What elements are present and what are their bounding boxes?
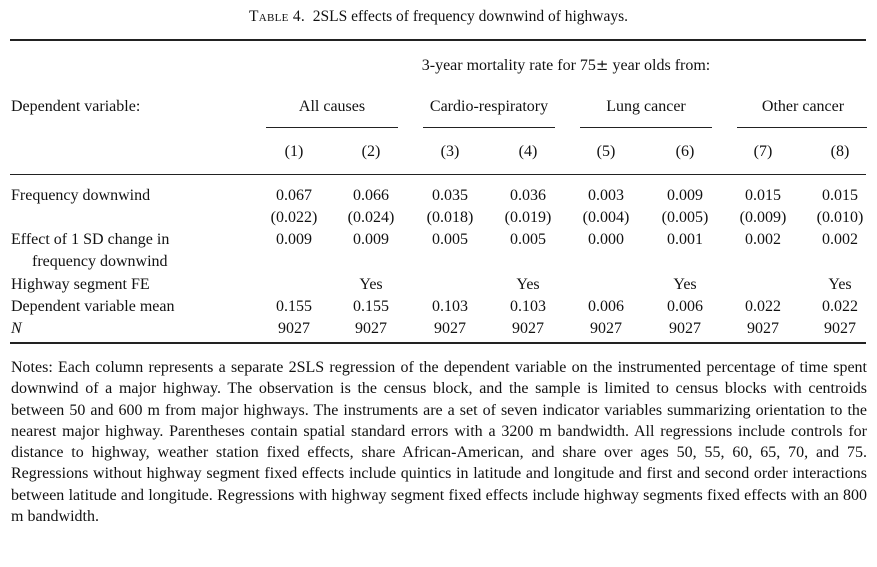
cell-frequency-downwind-se-2: (0.024) xyxy=(347,209,395,226)
column-number-4: (4) xyxy=(518,143,538,160)
cell-frequency-downwind-6: 0.009 xyxy=(667,187,703,204)
cell-effect-sd-2: 0.009 xyxy=(353,231,389,248)
cell-effect-sd-5: 0.000 xyxy=(588,231,624,248)
cell-n-6: 9027 xyxy=(669,320,701,337)
column-number-5: (5) xyxy=(596,143,616,160)
group-underline-cardio-respiratory xyxy=(423,127,555,128)
cell-dependent-variable-mean-8: 0.022 xyxy=(822,298,858,315)
column-number-8: (8) xyxy=(830,143,850,160)
row-label-effect-sd-continued: frequency downwind xyxy=(32,253,168,270)
spanner-prefix: 3-year mortality rate for 75 xyxy=(421,57,596,74)
cell-dependent-variable-mean-1: 0.155 xyxy=(276,298,312,315)
cell-frequency-downwind-se-6: (0.005) xyxy=(661,209,709,226)
cell-frequency-downwind-se-7: (0.009) xyxy=(739,209,787,226)
row-label-dependent-variable-mean: Dependent variable mean xyxy=(11,298,175,315)
cell-dependent-variable-mean-3: 0.103 xyxy=(432,298,468,315)
group-header-other-cancer: Other cancer xyxy=(761,98,845,115)
bottom-rule xyxy=(10,342,866,344)
table-number: Table 4. xyxy=(248,8,306,25)
cell-frequency-downwind-se-8: (0.010) xyxy=(816,209,864,226)
cell-frequency-downwind-7: 0.015 xyxy=(745,187,781,204)
cell-frequency-downwind-se-3: (0.018) xyxy=(426,209,474,226)
column-number-2: (2) xyxy=(361,143,381,160)
row-label-highway-segment-fe: Highway segment FE xyxy=(11,276,150,293)
group-underline-all-causes xyxy=(266,127,398,128)
table-notes: Notes: Each column represents a separate… xyxy=(11,359,867,526)
cell-effect-sd-6: 0.001 xyxy=(667,231,703,248)
cell-frequency-downwind-se-5: (0.004) xyxy=(582,209,630,226)
cell-n-7: 9027 xyxy=(747,320,779,337)
cell-effect-sd-3: 0.005 xyxy=(432,231,468,248)
cell-n-4: 9027 xyxy=(512,320,544,337)
stub-header: Dependent variable: xyxy=(11,98,141,115)
cell-dependent-variable-mean-7: 0.022 xyxy=(745,298,781,315)
spanner-suffix: year olds from: xyxy=(608,57,711,74)
group-header-cardio-respiratory: Cardio-respiratory xyxy=(429,98,549,115)
cell-frequency-downwind-4: 0.036 xyxy=(510,187,546,204)
cell-frequency-downwind-se-4: (0.019) xyxy=(504,209,552,226)
column-number-3: (3) xyxy=(440,143,460,160)
cell-effect-sd-1: 0.009 xyxy=(276,231,312,248)
table-title: 2SLS effects of frequency downwind of hi… xyxy=(312,8,629,25)
cell-frequency-downwind-5: 0.003 xyxy=(588,187,624,204)
cell-dependent-variable-mean-5: 0.006 xyxy=(588,298,624,315)
column-number-7: (7) xyxy=(753,143,773,160)
group-header-all-causes: All causes xyxy=(298,98,366,115)
cell-n-3: 9027 xyxy=(434,320,466,337)
plus-minus-symbol: ± xyxy=(595,56,609,74)
cell-frequency-downwind-2: 0.066 xyxy=(353,187,389,204)
row-label-n: N xyxy=(11,320,22,337)
group-underline-lung-cancer xyxy=(580,127,712,128)
group-header-lung-cancer: Lung cancer xyxy=(606,98,686,115)
column-number-6: (6) xyxy=(675,143,695,160)
cell-dependent-variable-mean-6: 0.006 xyxy=(667,298,703,315)
table-caption: Table 4. 2SLS effects of frequency downw… xyxy=(0,8,877,26)
cell-effect-sd-8: 0.002 xyxy=(822,231,858,248)
cell-dependent-variable-mean-2: 0.155 xyxy=(353,298,389,315)
cell-effect-sd-4: 0.005 xyxy=(510,231,546,248)
cell-dependent-variable-mean-4: 0.103 xyxy=(510,298,546,315)
row-label-frequency-downwind: Frequency downwind xyxy=(11,187,151,204)
cell-highway-segment-fe-2: Yes xyxy=(359,276,383,293)
group-underline-other-cancer xyxy=(737,127,867,128)
column-number-1: (1) xyxy=(284,143,304,160)
cell-frequency-downwind-se-1: (0.022) xyxy=(270,209,318,226)
spanner-header: 3-year mortality rate for 75± year olds … xyxy=(266,56,866,75)
cell-highway-segment-fe-6: Yes xyxy=(673,276,697,293)
row-label-effect-sd: Effect of 1 SD change in xyxy=(11,231,170,248)
cell-highway-segment-fe-8: Yes xyxy=(828,276,852,293)
header-rule xyxy=(10,174,866,175)
cell-n-1: 9027 xyxy=(278,320,310,337)
cell-n-5: 9027 xyxy=(590,320,622,337)
cell-effect-sd-7: 0.002 xyxy=(745,231,781,248)
cell-highway-segment-fe-4: Yes xyxy=(516,276,540,293)
cell-frequency-downwind-1: 0.067 xyxy=(276,187,312,204)
cell-frequency-downwind-8: 0.015 xyxy=(822,187,858,204)
cell-n-8: 9027 xyxy=(824,320,856,337)
top-rule xyxy=(10,39,866,41)
cell-frequency-downwind-3: 0.035 xyxy=(432,187,468,204)
cell-n-2: 9027 xyxy=(355,320,387,337)
